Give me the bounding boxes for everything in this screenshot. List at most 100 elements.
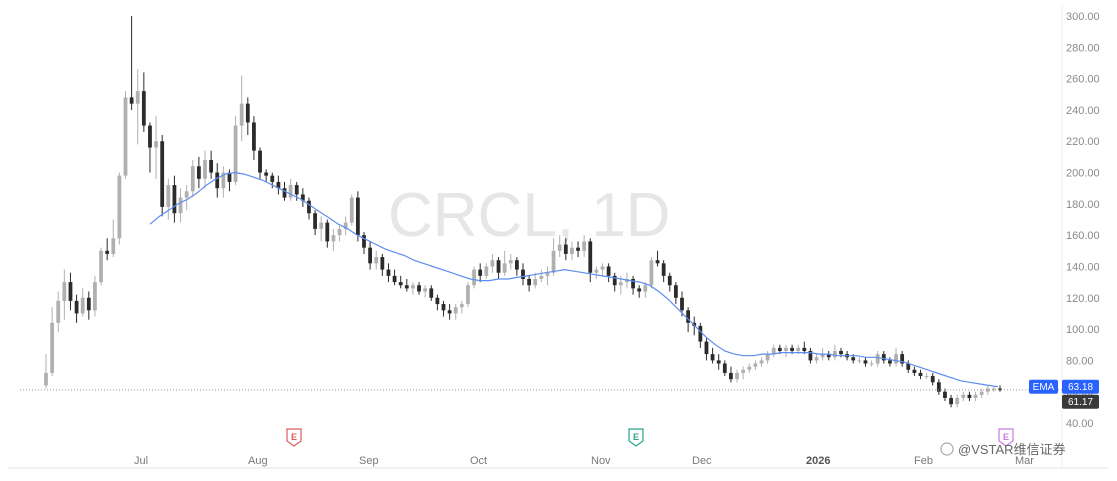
candle-body (796, 347, 801, 351)
candle-body (521, 269, 525, 279)
candle-body (894, 354, 898, 364)
candle-body (472, 269, 476, 286)
candle (808, 347, 813, 364)
candle-body (270, 175, 275, 182)
candle-body (435, 297, 440, 305)
candle-body (594, 269, 599, 273)
candle-body (722, 363, 727, 373)
candle-body (631, 278, 635, 289)
candle-body (86, 297, 91, 311)
candle (551, 238, 556, 276)
candle-body (398, 282, 403, 286)
candle-body (955, 397, 960, 405)
candle-body (759, 360, 764, 364)
candle-body (423, 288, 428, 292)
candle-body (961, 394, 966, 398)
candle-body (698, 325, 703, 342)
candle-body (349, 197, 354, 223)
candle-body (881, 354, 886, 361)
candle (985, 385, 990, 395)
candle (961, 391, 966, 402)
candle (411, 282, 415, 295)
candle-body (649, 260, 654, 286)
x-tick-label: Mar (1015, 455, 1034, 467)
candle (576, 241, 580, 258)
candle (594, 266, 599, 279)
candle (123, 91, 128, 179)
price-badge: 61.17 (1062, 394, 1099, 409)
candle (184, 185, 189, 211)
candle-body (790, 347, 794, 351)
candle (148, 122, 152, 173)
candle-body (943, 391, 947, 398)
candle (190, 160, 195, 198)
candle (447, 304, 452, 320)
candle-body (172, 185, 177, 214)
candle-body (166, 185, 171, 207)
candle (704, 338, 709, 361)
y-tick-label: 140.00 (1066, 261, 1100, 273)
candle (404, 278, 409, 292)
candle-body (221, 172, 226, 189)
candle-body (496, 260, 501, 273)
candle (894, 347, 898, 367)
candle (570, 241, 574, 261)
candle (918, 369, 923, 380)
x-tick-label: Oct (470, 455, 487, 467)
earnings-marker-shape (286, 428, 302, 447)
candle (673, 282, 678, 305)
candle-body (643, 285, 648, 292)
candle-body (313, 213, 317, 229)
candle-body (80, 297, 85, 314)
candle-body (514, 260, 519, 270)
candle (539, 269, 544, 283)
candle-body (44, 372, 48, 386)
candle (417, 282, 421, 295)
candle-body (447, 310, 452, 314)
candle-body (93, 282, 97, 311)
candle-body (490, 260, 495, 267)
candle-body (857, 360, 862, 362)
candle-body (484, 266, 489, 276)
candle-body (129, 97, 134, 104)
candle (888, 357, 892, 367)
candle (44, 354, 48, 389)
candle (166, 178, 171, 220)
candle-body (380, 257, 385, 270)
candle (735, 369, 739, 383)
candle-body (154, 141, 158, 148)
candle-body (716, 360, 721, 364)
candle-body (973, 394, 978, 398)
candle (900, 350, 905, 367)
candle-body (233, 125, 238, 182)
candle (453, 304, 458, 320)
ema-tag-label: EMA (1033, 382, 1055, 393)
candle-body (264, 172, 269, 176)
candle (857, 357, 862, 364)
candle-body (906, 363, 911, 370)
candle (288, 178, 293, 201)
earnings-marker[interactable]: E (286, 428, 302, 447)
symbol-watermark: CRCL, 1D (388, 181, 671, 250)
candle (869, 360, 874, 367)
candle (74, 294, 79, 323)
candle (643, 282, 648, 298)
candle-body (582, 241, 587, 251)
candle (722, 360, 727, 377)
earnings-marker[interactable]: E (998, 428, 1014, 447)
candle (600, 263, 605, 276)
candle (514, 257, 519, 276)
candle (753, 360, 758, 370)
candle (331, 228, 336, 251)
candle-body (563, 244, 568, 254)
candle (729, 366, 733, 383)
candle-body (62, 282, 67, 301)
earnings-marker[interactable]: E (628, 428, 644, 447)
candle-body (459, 304, 464, 308)
candle-body (784, 347, 788, 351)
candle-body (820, 354, 825, 358)
candle (875, 350, 880, 367)
candle-body (74, 300, 79, 314)
candle (313, 210, 317, 236)
candle (478, 263, 483, 283)
